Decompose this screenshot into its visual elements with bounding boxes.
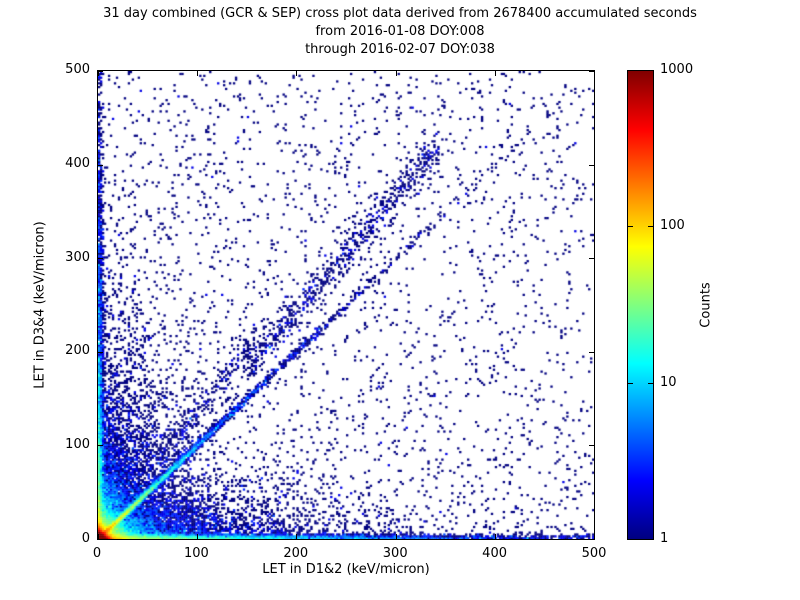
title-line-3: through 2016-02-07 DOY:038 — [305, 42, 495, 57]
x-tick-mark — [594, 534, 595, 539]
colorbar-tick-mark — [648, 226, 653, 228]
x-tick-mark — [494, 71, 496, 76]
x-tick-label: 300 — [382, 546, 408, 561]
x-tick-mark — [395, 534, 397, 539]
colorbar — [627, 70, 654, 540]
x-tick-mark — [395, 71, 397, 76]
colorbar-label: Counts — [698, 282, 714, 328]
y-tick-mark — [589, 351, 594, 353]
title-line-2: from 2016-01-08 DOY:008 — [315, 24, 485, 39]
x-tick-label: 400 — [482, 546, 508, 561]
y-tick-label: 100 — [65, 437, 90, 453]
x-tick-mark — [296, 71, 298, 76]
chart-title: 31 day combined (GCR & SEP) cross plot d… — [0, 5, 800, 59]
y-tick-label: 0 — [81, 531, 90, 546]
colorbar-tick-mark — [628, 70, 633, 71]
plot-area — [97, 70, 595, 540]
y-tick-mark — [589, 258, 594, 260]
y-axis-label: LET in D3&4 (keV/micron) — [32, 221, 48, 389]
y-tick-mark — [589, 539, 594, 540]
y-tick-label: 300 — [65, 249, 90, 265]
title-line-1: 31 day combined (GCR & SEP) cross plot d… — [103, 6, 697, 21]
y-tick-mark — [589, 445, 594, 447]
y-tick-mark — [98, 71, 103, 72]
y-tick-mark — [589, 71, 594, 72]
colorbar-tick-mark — [628, 226, 633, 228]
y-tick-mark — [98, 445, 103, 447]
y-tick-mark — [98, 258, 103, 260]
x-tick-mark — [197, 71, 199, 76]
x-tick-label: 200 — [283, 546, 309, 561]
x-axis-label: LET in D1&2 (keV/micron) — [262, 562, 430, 577]
colorbar-tick-mark — [648, 70, 653, 71]
y-tick-mark — [98, 539, 103, 540]
y-tick-label: 200 — [65, 343, 90, 359]
colorbar-tick-label: 1000 — [660, 62, 694, 77]
colorbar-tick-mark — [628, 382, 633, 384]
colorbar-tick-mark — [648, 382, 653, 384]
x-tick-label: 0 — [92, 546, 102, 561]
x-tick-mark — [494, 534, 496, 539]
colorbar-tick-mark — [628, 539, 633, 540]
colorbar-tick-mark — [648, 539, 653, 540]
y-tick-mark — [589, 164, 594, 166]
colorbar-tick-label: 1 — [660, 531, 669, 546]
y-tick-label: 500 — [65, 62, 90, 77]
x-tick-mark — [98, 534, 99, 539]
x-tick-label: 100 — [183, 546, 209, 561]
x-tick-mark — [296, 534, 298, 539]
colorbar-tick-label: 10 — [660, 374, 677, 390]
scatter-canvas — [98, 71, 594, 539]
x-tick-mark — [98, 71, 99, 76]
x-tick-mark — [197, 534, 199, 539]
x-tick-label: 500 — [581, 546, 607, 561]
colorbar-tick-label: 100 — [660, 218, 685, 234]
x-tick-mark — [594, 71, 595, 76]
y-tick-mark — [98, 164, 103, 166]
y-tick-label: 400 — [65, 155, 90, 171]
y-tick-mark — [98, 351, 103, 353]
